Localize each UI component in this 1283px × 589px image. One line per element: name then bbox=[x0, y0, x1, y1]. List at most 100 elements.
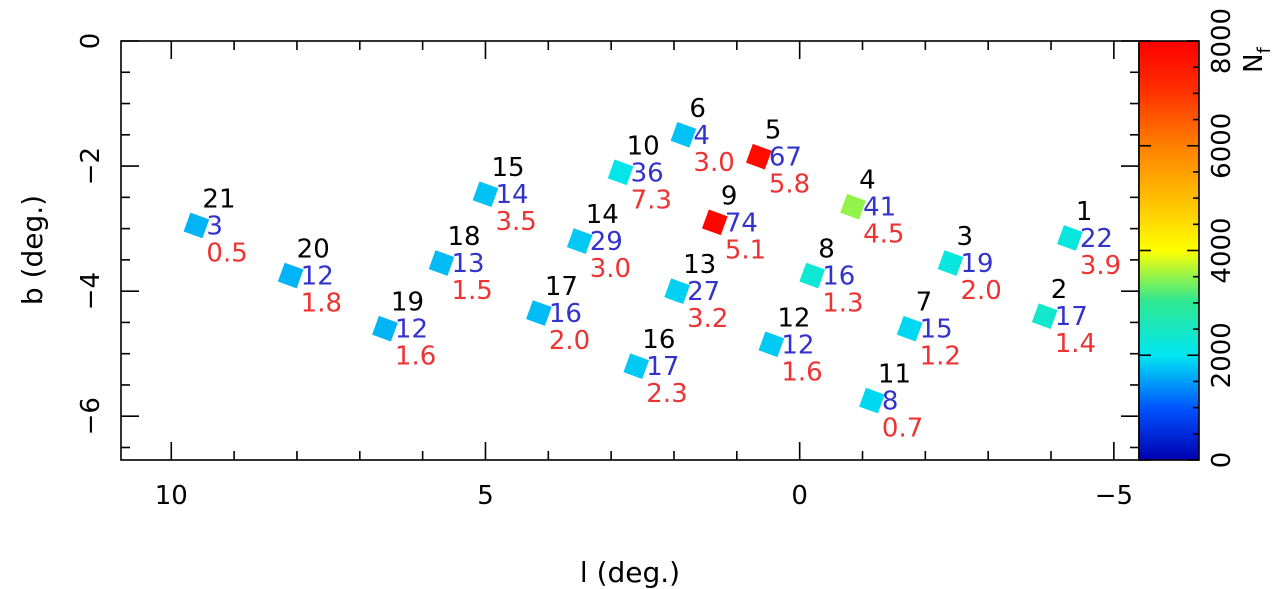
field-id-label: 15 bbox=[491, 153, 524, 183]
field-value-label: 3.0 bbox=[590, 254, 631, 284]
field-marker bbox=[277, 262, 304, 289]
field-marker bbox=[670, 121, 697, 148]
field-value-label: 4.5 bbox=[863, 220, 904, 250]
field-marker bbox=[183, 212, 210, 239]
field-marker bbox=[372, 315, 398, 342]
data-markers bbox=[183, 121, 1083, 414]
field-id-label: 2 bbox=[1051, 275, 1068, 305]
field-marker bbox=[840, 193, 866, 220]
field-value-label: 3.0 bbox=[693, 148, 734, 178]
field-id-label: 20 bbox=[297, 235, 330, 265]
colorbar-tick-label: 8000 bbox=[1207, 8, 1237, 74]
x-tick-label: 5 bbox=[477, 481, 494, 511]
field-value-label: 5.1 bbox=[725, 235, 766, 265]
field-count-label: 22 bbox=[1080, 224, 1113, 254]
field-marker bbox=[664, 278, 690, 304]
y-tick-label: −6 bbox=[76, 397, 106, 435]
field-id-label: 6 bbox=[689, 94, 706, 124]
field-id-label: 9 bbox=[721, 181, 738, 211]
field-value-label: 3.9 bbox=[1080, 251, 1121, 281]
data-labels: 1223.92171.43192.04414.55675.8643.07151.… bbox=[202, 94, 1121, 444]
field-marker bbox=[1057, 225, 1083, 251]
field-count-label: 16 bbox=[549, 299, 582, 329]
field-marker bbox=[896, 315, 923, 342]
field-count-label: 36 bbox=[631, 158, 664, 188]
field-count-label: 8 bbox=[882, 387, 899, 417]
field-id-label: 12 bbox=[777, 303, 810, 333]
field-marker bbox=[607, 159, 634, 186]
colorbar-tick-label: 4000 bbox=[1207, 217, 1237, 283]
field-marker bbox=[623, 353, 650, 380]
field-value-label: 3.5 bbox=[495, 207, 536, 237]
field-id-label: 7 bbox=[916, 288, 933, 318]
field-value-label: 2.3 bbox=[646, 379, 687, 409]
colorbar-ticks: 0 2000 4000 6000 8000 bbox=[1139, 8, 1237, 468]
y-tick-label: 0 bbox=[76, 33, 106, 50]
field-id-label: 8 bbox=[818, 235, 835, 265]
field-value-label: 1.2 bbox=[920, 342, 961, 372]
field-marker bbox=[566, 228, 593, 254]
field-value-label: 0.5 bbox=[206, 238, 247, 268]
field-value-label: 3.2 bbox=[687, 304, 728, 334]
field-count-label: 14 bbox=[495, 180, 528, 210]
field-id-label: 14 bbox=[586, 200, 619, 230]
field-count-label: 67 bbox=[769, 143, 802, 173]
field-value-label: 2.0 bbox=[549, 326, 590, 356]
field-value-label: 1.5 bbox=[451, 276, 492, 306]
field-count-label: 12 bbox=[395, 315, 428, 345]
field-count-label: 19 bbox=[960, 249, 993, 279]
field-count-label: 12 bbox=[301, 262, 334, 292]
colorbar-tick-label: 0 bbox=[1207, 452, 1237, 469]
field-id-label: 19 bbox=[391, 288, 424, 318]
axes: 10 5 0 −5 0 −2 −4 −6 bbox=[76, 33, 1140, 511]
field-count-label: 17 bbox=[1055, 302, 1088, 332]
colorbar-label-sub: f bbox=[1254, 46, 1275, 53]
field-marker bbox=[758, 331, 785, 358]
field-id-label: 18 bbox=[447, 222, 480, 252]
field-marker bbox=[472, 181, 499, 208]
field-marker bbox=[859, 387, 885, 414]
field-marker bbox=[937, 250, 964, 276]
field-marker bbox=[702, 209, 728, 236]
colorbar-label: Nf bbox=[1239, 46, 1275, 72]
field-count-label: 27 bbox=[687, 277, 720, 307]
colorbar-label-main: N bbox=[1239, 53, 1269, 72]
field-id-label: 21 bbox=[202, 184, 235, 214]
field-count-label: 17 bbox=[646, 352, 679, 382]
field-id-label: 16 bbox=[642, 325, 675, 355]
field-marker bbox=[799, 262, 826, 289]
x-axis-label: l (deg.) bbox=[580, 556, 680, 589]
field-count-label: 29 bbox=[590, 227, 623, 257]
colorbar: 0 2000 4000 6000 8000 Nf bbox=[1138, 8, 1275, 468]
y-axis-label: b (deg.) bbox=[16, 195, 49, 305]
field-value-label: 1.6 bbox=[781, 357, 822, 387]
x-tick-label: 10 bbox=[155, 481, 188, 511]
field-id-label: 4 bbox=[859, 166, 876, 196]
field-count-label: 3 bbox=[206, 211, 223, 241]
y-tick-label: −4 bbox=[76, 272, 106, 310]
field-count-label: 15 bbox=[920, 315, 953, 345]
field-value-label: 1.8 bbox=[301, 289, 342, 319]
field-marker bbox=[428, 250, 455, 276]
field-count-label: 12 bbox=[781, 330, 814, 360]
field-id-label: 10 bbox=[627, 131, 660, 161]
field-value-label: 1.6 bbox=[395, 342, 436, 372]
field-value-label: 1.3 bbox=[822, 289, 863, 319]
field-count-label: 16 bbox=[822, 262, 855, 292]
field-id-label: 17 bbox=[545, 272, 578, 302]
x-tick-label: −5 bbox=[1095, 481, 1133, 511]
field-id-label: 5 bbox=[765, 116, 782, 146]
colorbar-tick-label: 6000 bbox=[1207, 113, 1237, 179]
field-value-label: 0.7 bbox=[882, 414, 923, 444]
field-count-label: 74 bbox=[725, 208, 758, 238]
field-id-label: 13 bbox=[683, 250, 716, 280]
field-count-label: 4 bbox=[693, 121, 710, 151]
x-tick-label: 0 bbox=[791, 481, 808, 511]
field-marker bbox=[746, 143, 772, 170]
field-id-label: 11 bbox=[878, 360, 911, 390]
field-value-label: 1.4 bbox=[1055, 329, 1096, 359]
field-value-label: 5.8 bbox=[769, 170, 810, 200]
field-value-label: 7.3 bbox=[631, 185, 672, 215]
field-id-label: 1 bbox=[1076, 197, 1093, 227]
